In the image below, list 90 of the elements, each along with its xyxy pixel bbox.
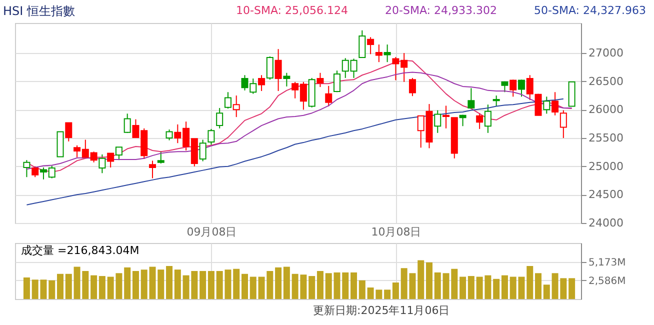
candlestick xyxy=(358,30,366,58)
candlestick xyxy=(274,48,282,92)
bar xyxy=(568,278,576,299)
bar xyxy=(426,262,432,299)
bar xyxy=(460,276,466,299)
candlestick xyxy=(476,112,484,130)
bar xyxy=(174,270,181,299)
candlestick xyxy=(333,70,340,93)
bar xyxy=(316,271,324,299)
candlestick xyxy=(518,79,525,98)
bar xyxy=(242,274,248,299)
bar xyxy=(90,275,98,299)
candlestick xyxy=(552,92,559,116)
candlestick xyxy=(384,44,391,63)
y-tick-label: 26000 xyxy=(588,103,624,116)
bar xyxy=(65,274,72,299)
y-tick-label: 5,173M xyxy=(588,257,626,268)
bar xyxy=(208,271,214,299)
bar xyxy=(275,267,282,299)
candlestick xyxy=(23,160,30,178)
candlestick xyxy=(98,154,106,174)
x-tick-label: 09月08日 xyxy=(186,226,237,238)
bar xyxy=(342,272,349,299)
chart-title: HSI 恒生指數 xyxy=(3,4,75,18)
candlestick xyxy=(216,107,224,129)
candlestick xyxy=(199,139,206,162)
y-tick-label: 25000 xyxy=(588,160,624,173)
bar xyxy=(526,266,534,299)
y-tick-label: 27000 xyxy=(588,46,624,60)
y-tick-label: 24500 xyxy=(588,188,624,202)
candlestick xyxy=(115,146,122,161)
candlestick xyxy=(149,160,156,179)
candlestick xyxy=(408,77,416,97)
candlestick xyxy=(208,128,215,146)
candlestick xyxy=(492,95,500,107)
candlestick xyxy=(560,110,567,139)
y-tick-label: 2,586M xyxy=(588,276,626,287)
bar xyxy=(233,268,240,299)
bar xyxy=(48,280,56,299)
candlestick xyxy=(166,129,173,141)
candlestick xyxy=(434,110,442,134)
bar xyxy=(468,276,474,299)
candlestick xyxy=(258,74,266,92)
bar xyxy=(501,275,508,299)
bar xyxy=(493,278,500,299)
bar xyxy=(98,276,106,299)
text: 50-SMA: 24,327.963 xyxy=(534,4,646,17)
y-tick-label: 24000 xyxy=(588,216,624,230)
bar xyxy=(384,290,391,299)
bar xyxy=(350,272,358,299)
bar xyxy=(418,260,424,299)
y-tick-label: 25500 xyxy=(588,132,624,145)
line-series xyxy=(26,98,564,206)
bar xyxy=(124,267,131,299)
bar xyxy=(132,271,139,299)
candlestick xyxy=(543,96,550,114)
candlestick xyxy=(442,105,450,129)
bar xyxy=(166,266,173,299)
candlestick xyxy=(266,56,274,80)
bar xyxy=(200,271,206,299)
x-tick-label: 10月08日 xyxy=(371,226,422,238)
y-tick-label: 26500 xyxy=(588,74,624,88)
text: 20-SMA: 24,933.302 xyxy=(385,4,497,17)
bar xyxy=(543,284,550,299)
candlestick xyxy=(316,72,324,88)
bar xyxy=(535,273,542,299)
bar xyxy=(23,277,30,299)
candlestick xyxy=(510,79,517,98)
candlestick xyxy=(157,150,164,164)
bar xyxy=(140,270,148,299)
candlestick xyxy=(367,36,374,55)
candlestick xyxy=(65,122,72,142)
bar xyxy=(392,282,399,299)
candlestick xyxy=(325,85,332,107)
text: 更新日期:2025年11月06日 xyxy=(313,304,450,317)
candlestick xyxy=(468,88,475,110)
bar xyxy=(283,266,290,299)
bar xyxy=(57,274,64,299)
candlestick xyxy=(375,44,382,63)
candlestick xyxy=(283,72,290,87)
candlestick xyxy=(124,113,131,134)
candlestick xyxy=(484,104,492,134)
candlestick xyxy=(107,152,114,168)
candlestick xyxy=(32,166,39,178)
text: 10-SMA: 25,056.124 xyxy=(236,4,348,17)
bar xyxy=(358,280,366,299)
bar xyxy=(308,276,316,299)
bar xyxy=(250,276,256,299)
bar xyxy=(434,272,441,299)
chart-title: 成交量 =216,843.04M xyxy=(21,244,140,257)
